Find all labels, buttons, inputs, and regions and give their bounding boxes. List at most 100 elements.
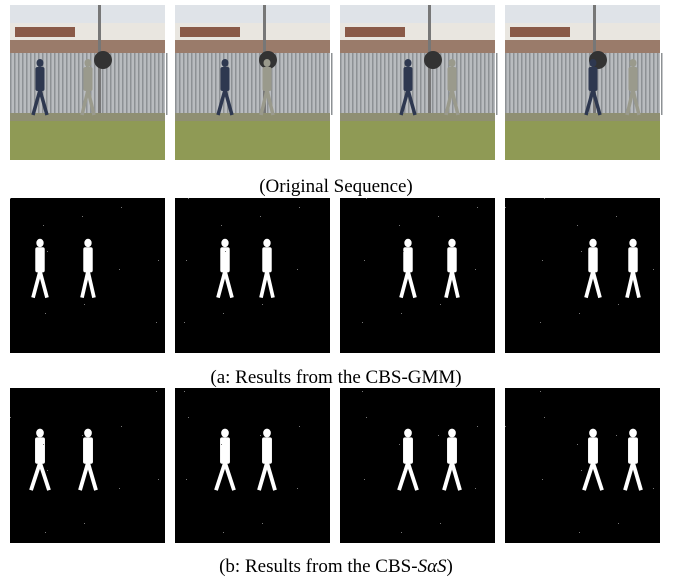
noise — [579, 313, 580, 314]
noise — [84, 523, 85, 524]
fence-bar — [311, 53, 313, 115]
noise — [184, 391, 185, 392]
head — [264, 59, 271, 67]
fence-bar — [384, 53, 386, 115]
fence-bar — [533, 53, 535, 115]
fence-bar — [569, 53, 571, 115]
roof — [510, 27, 570, 37]
noise — [616, 216, 617, 217]
photo-panel — [340, 5, 498, 160]
mask-panel — [10, 198, 165, 353]
noise — [438, 435, 439, 436]
noise — [401, 532, 402, 533]
noise — [540, 322, 541, 323]
noise — [262, 304, 263, 305]
fence-bar — [195, 53, 197, 115]
noise — [158, 479, 159, 480]
grass — [340, 121, 495, 160]
fence-bar — [657, 53, 659, 115]
torso — [588, 437, 598, 463]
sign — [424, 51, 442, 69]
noise — [223, 532, 224, 533]
noise — [653, 488, 654, 489]
head — [404, 239, 411, 247]
fence-bar — [66, 53, 68, 115]
fence-bar — [291, 53, 293, 115]
fence-bar — [368, 53, 370, 115]
fence-bar — [565, 53, 567, 115]
noise — [364, 479, 365, 480]
noise — [10, 198, 11, 199]
fence-bar — [203, 53, 205, 115]
fence-bar — [472, 53, 474, 115]
torso — [589, 67, 598, 91]
roof — [15, 27, 75, 37]
noise — [366, 417, 367, 418]
fence-bar — [529, 53, 531, 115]
noise — [225, 251, 226, 252]
caption-prefix: (b: Results from the CBS- — [219, 556, 417, 577]
mask-panel — [340, 388, 495, 543]
fence-bar — [74, 53, 76, 115]
fence-bar — [54, 53, 56, 115]
fence-bar — [460, 53, 462, 115]
roof — [180, 27, 240, 37]
noise — [225, 470, 226, 471]
fence-bar — [130, 53, 132, 115]
noise — [577, 225, 578, 226]
torso — [262, 247, 271, 272]
noise — [221, 444, 222, 445]
mask-bg — [340, 198, 495, 353]
torso — [83, 437, 93, 463]
fence-bar — [126, 53, 128, 115]
noise — [47, 470, 48, 471]
head — [84, 429, 92, 438]
head — [630, 59, 637, 67]
fence-bar — [573, 53, 575, 115]
grass — [10, 121, 165, 160]
fence-bar — [323, 53, 325, 115]
mask-panel — [505, 198, 660, 353]
torso — [404, 67, 413, 91]
fence-bar — [303, 53, 305, 115]
mask-bg — [340, 388, 495, 543]
fence-bar — [484, 53, 486, 115]
fence-bar — [613, 53, 615, 115]
fence-bar — [187, 53, 189, 115]
fence-bar — [331, 53, 333, 115]
figure: (Original Sequence) (a: Results from the… — [0, 0, 673, 585]
head — [37, 59, 44, 67]
noise — [47, 251, 48, 252]
head — [629, 429, 637, 438]
noise — [43, 225, 44, 226]
torso — [629, 67, 638, 91]
fence-bar — [319, 53, 321, 115]
fence-bar — [488, 53, 490, 115]
photo-panel — [10, 5, 168, 160]
sign — [94, 51, 112, 69]
fence-bar — [231, 53, 233, 115]
noise — [84, 304, 85, 305]
torso — [220, 437, 230, 463]
noise — [119, 488, 120, 489]
mask-bg — [175, 198, 330, 353]
mask-panel — [340, 198, 495, 353]
fence-bar — [46, 53, 48, 115]
head — [222, 59, 229, 67]
fence-bar — [243, 53, 245, 115]
fence-bar — [62, 53, 64, 115]
fence-bar — [376, 53, 378, 115]
fence-bar — [251, 53, 253, 115]
fence-bar — [416, 53, 418, 115]
path — [175, 113, 330, 121]
torso — [221, 67, 230, 91]
mask-bg — [505, 198, 660, 353]
head — [263, 429, 271, 438]
torso — [447, 437, 457, 463]
noise — [364, 260, 365, 261]
fence-bar — [138, 53, 140, 115]
noise — [440, 523, 441, 524]
fence-bar — [283, 53, 285, 115]
fence-bar — [191, 53, 193, 115]
fence-bar — [158, 53, 160, 115]
